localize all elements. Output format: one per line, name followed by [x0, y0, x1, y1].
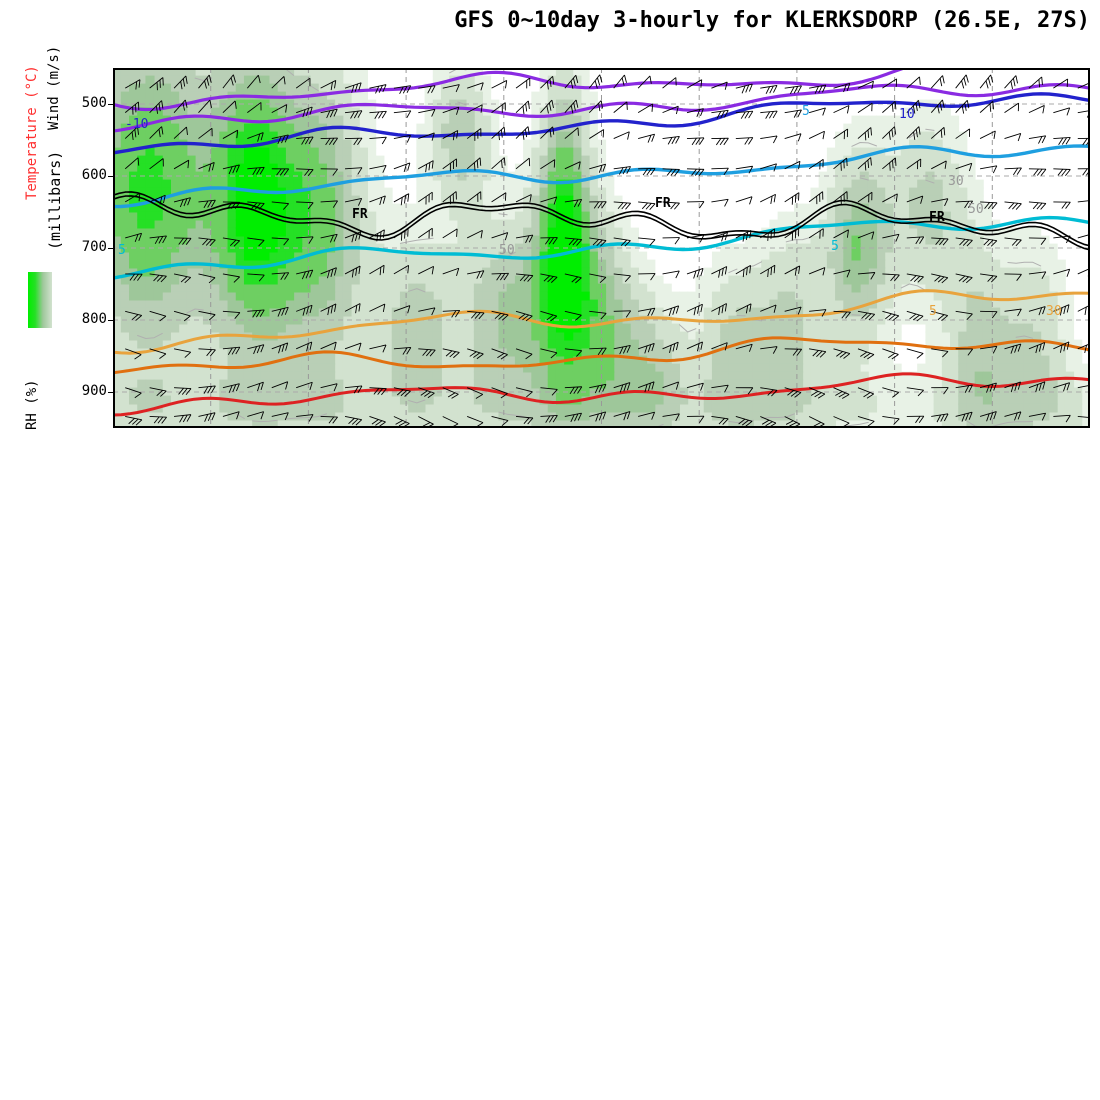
contour-label--10: -10: [125, 117, 149, 132]
contour-label-30: 30: [948, 174, 964, 189]
upper-air-panel: [113, 68, 1090, 428]
contour-label-5: 5: [118, 243, 126, 258]
axis-tick: 500: [81, 95, 107, 111]
page-title: GFS 0~10day 3-hourly for KLERKSDORP (26.…: [454, 8, 1090, 33]
axis-tick: 800: [81, 311, 107, 327]
tick-mark: [108, 320, 113, 321]
contour-label-50: 50: [968, 202, 984, 217]
tick-mark: [108, 392, 113, 393]
contour-label-5: 5: [831, 239, 839, 254]
axis-tick: 600: [81, 167, 107, 183]
contour-label-5: 5: [929, 304, 937, 319]
rh-legend-label: RH (%): [24, 379, 40, 430]
temperature-legend-label: Temperature (°C): [24, 65, 40, 200]
rh-color-swatch: [28, 272, 52, 328]
axis-tick: 900: [81, 383, 107, 399]
contour-label-fr: FR: [352, 207, 368, 222]
tick-mark: [108, 176, 113, 177]
wind-legend-label: Wind (m/s): [46, 45, 62, 130]
contour-label-50: 50: [499, 243, 515, 258]
contour-label-fr: FR: [929, 210, 945, 225]
contour-label-10: 10: [899, 107, 915, 122]
tick-mark: [108, 248, 113, 249]
contour-label-fr: FR: [655, 196, 671, 211]
tick-mark: [108, 104, 113, 105]
contour-label-30: 30: [1046, 304, 1062, 319]
contour-label-5: 5: [802, 104, 810, 119]
axis-tick: 700: [81, 239, 107, 255]
upperair-yaxis-label: (millibars): [46, 150, 64, 250]
